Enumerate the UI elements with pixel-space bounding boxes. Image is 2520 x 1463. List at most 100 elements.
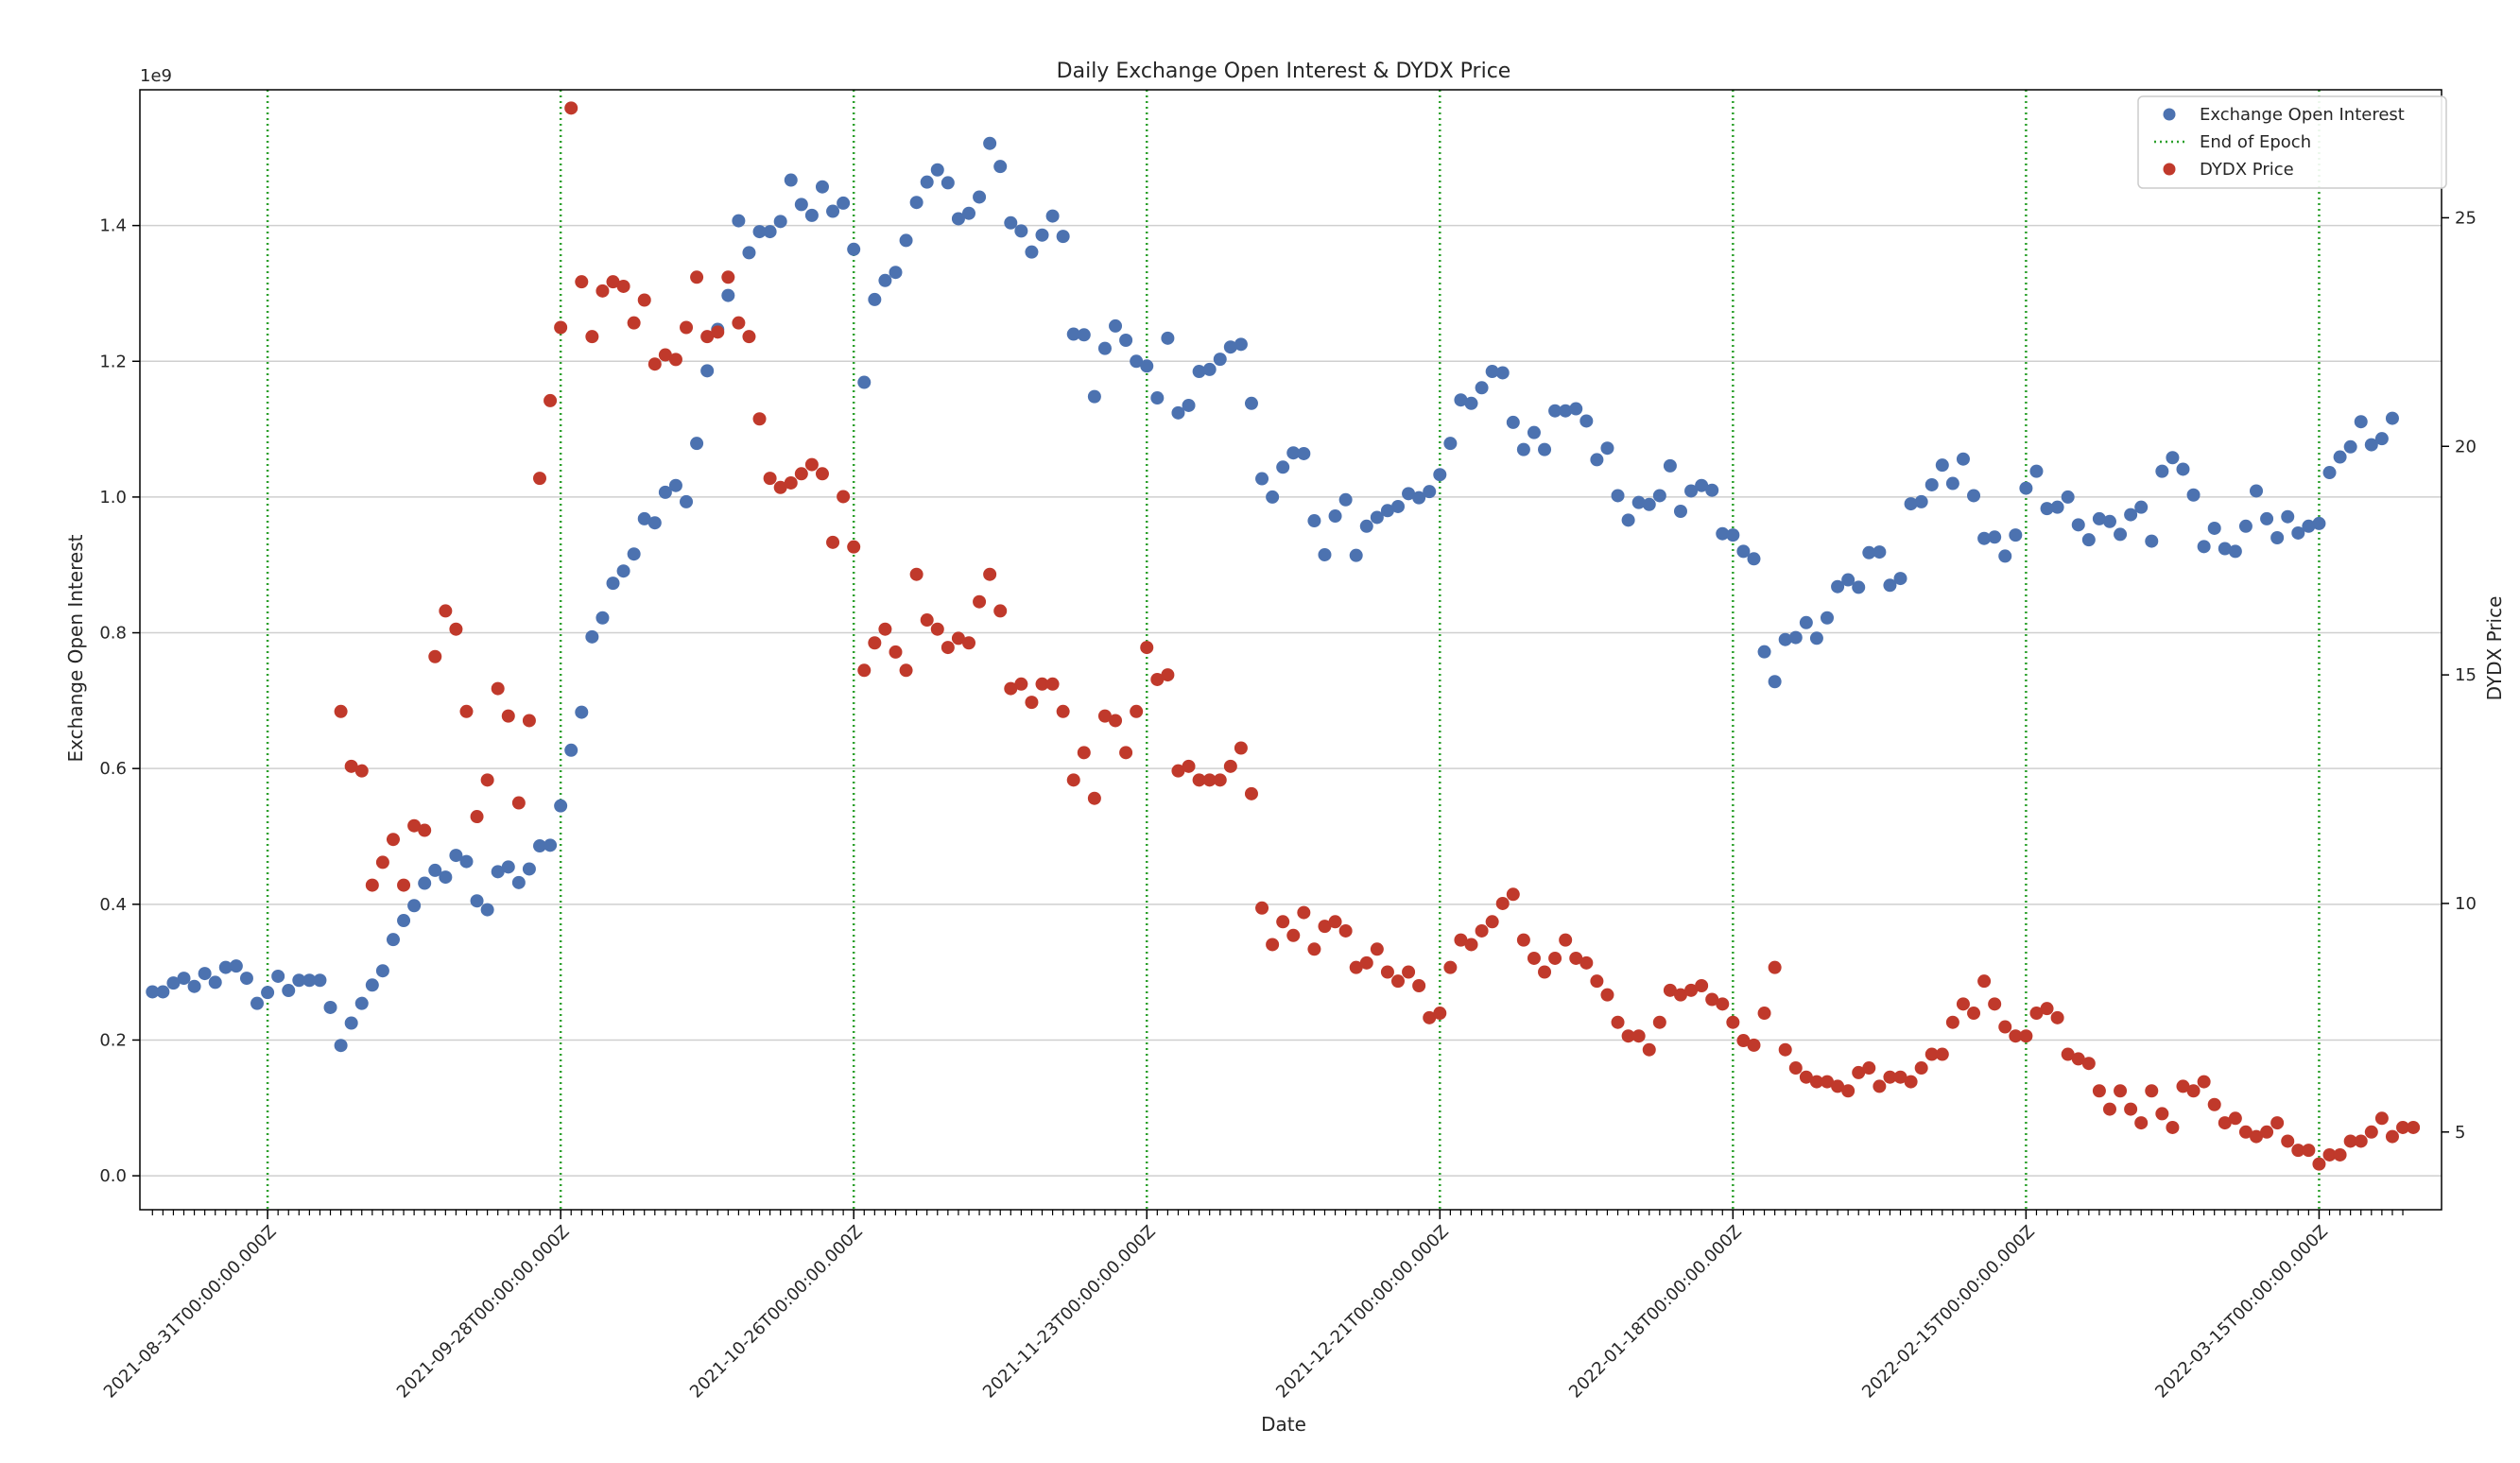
oi-point — [564, 743, 578, 757]
price-point — [1736, 1034, 1751, 1048]
oi-point — [2354, 415, 2368, 429]
oi-point — [2374, 432, 2389, 446]
oi-point — [1925, 477, 1939, 491]
price-point — [1266, 938, 1280, 952]
price-point — [1244, 786, 1258, 800]
oi-point — [815, 180, 829, 194]
oi-point — [951, 212, 965, 226]
oi-point — [1935, 458, 1949, 473]
oi-point — [1109, 318, 1123, 333]
price-point — [1652, 1015, 1666, 1029]
oi-point — [239, 972, 253, 986]
oi-point — [428, 863, 442, 877]
price-point — [1935, 1047, 1949, 1061]
price-point — [1412, 979, 1426, 992]
oi-point — [961, 206, 975, 220]
price-point — [1716, 997, 1730, 1011]
oi-point — [491, 865, 505, 879]
price-point — [2040, 1002, 2054, 1016]
price-point — [2218, 1116, 2232, 1130]
price-point — [365, 878, 379, 892]
oi-point — [1338, 492, 1353, 507]
plot-frame — [139, 89, 2442, 1211]
oi-point — [1695, 478, 1709, 492]
oi-point — [1788, 630, 1803, 645]
oi-point — [2343, 439, 2357, 454]
price-point — [826, 535, 840, 549]
oi-point — [2071, 518, 2085, 532]
oi-point — [2124, 508, 2138, 522]
price-point — [1967, 1007, 1981, 1021]
oi-point — [2333, 450, 2347, 464]
oi-point — [1004, 215, 1018, 230]
left-axis: 0.0 0.2 0.4 0.6 0.8 1.0 1.2 1.4 — [99, 216, 140, 1186]
oi-point — [313, 973, 327, 988]
oi-point — [1349, 548, 1363, 562]
oi-point — [1821, 611, 1835, 625]
oi-point — [2134, 500, 2149, 514]
price-point — [480, 773, 494, 787]
oi-point — [1464, 396, 1478, 410]
price-point — [732, 316, 746, 330]
legend-marker-price — [2163, 163, 2176, 176]
price-point — [1579, 955, 1594, 970]
oi-point — [1914, 494, 1928, 508]
oi-point — [2050, 500, 2064, 514]
oi-point — [2312, 516, 2326, 530]
price-point — [2260, 1125, 2274, 1139]
oi-point — [470, 894, 484, 908]
price-point — [2166, 1120, 2180, 1134]
price-point — [1757, 1007, 1771, 1021]
oi-point — [1454, 393, 1468, 407]
oi-point — [271, 969, 285, 983]
price-point — [920, 613, 934, 628]
price-point — [418, 823, 432, 837]
oi-point — [826, 204, 840, 218]
oi-point — [1956, 452, 1970, 466]
price-point — [1109, 714, 1123, 728]
price-point — [668, 353, 682, 367]
price-point — [2238, 1125, 2252, 1139]
oi-point — [1538, 442, 1552, 456]
oi-point — [1286, 446, 1301, 460]
oi-point — [1663, 458, 1677, 473]
oi-point — [302, 973, 317, 988]
oi-point — [1244, 396, 1258, 410]
oi-point — [407, 899, 422, 913]
oi-point — [721, 288, 735, 302]
price-point — [1538, 965, 1552, 979]
price-point — [554, 320, 568, 335]
price-point — [2333, 1147, 2347, 1162]
price-point — [889, 645, 903, 659]
price-point — [2291, 1144, 2305, 1158]
price-point — [1663, 983, 1677, 997]
price-point — [532, 472, 546, 486]
oi-point — [993, 160, 1008, 174]
oi-point — [2155, 464, 2169, 478]
price-point — [1380, 965, 1394, 979]
price-point — [1559, 933, 1573, 947]
x-axis-label: Date — [1261, 1413, 1306, 1436]
price-point — [2354, 1134, 2368, 1148]
price-point — [1726, 1015, 1740, 1029]
oi-point — [1213, 353, 1227, 367]
oi-point — [282, 984, 296, 998]
price-point — [1831, 1079, 1845, 1093]
price-point — [878, 622, 892, 636]
price-point — [2102, 1102, 2116, 1116]
oi-point — [941, 176, 955, 190]
oi-point — [1652, 489, 1666, 503]
price-point — [804, 457, 819, 472]
oi-point — [2009, 528, 2023, 542]
left-axis-label: Exchange Open Interest — [64, 534, 87, 762]
oi-point — [1559, 404, 1573, 418]
price-point — [1977, 974, 1992, 989]
oi-point — [878, 273, 892, 287]
oi-point — [742, 246, 756, 260]
oi-point — [2281, 509, 2295, 524]
oi-point — [2102, 514, 2116, 528]
oi-point — [1412, 491, 1426, 505]
oi-point — [637, 511, 651, 525]
price-point — [1119, 746, 1133, 760]
